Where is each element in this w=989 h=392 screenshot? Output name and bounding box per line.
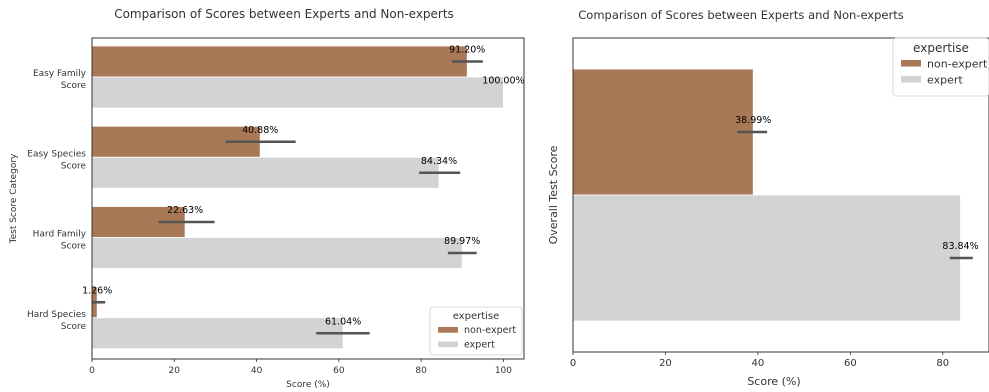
x-tick-label: 20 [659, 358, 672, 369]
bar-expert [91, 237, 463, 269]
legend: expertise non-expert expert [892, 37, 989, 97]
data-label: 61.04% [325, 316, 361, 327]
bar-expert [91, 76, 504, 109]
x-tick-label: 80 [936, 358, 949, 369]
legend-swatch [901, 60, 921, 67]
legend-item-label: expert [464, 340, 495, 351]
data-label: 83.84% [942, 241, 978, 252]
plot-frame [572, 37, 989, 353]
x-tick-label: 40 [752, 358, 765, 369]
data-label: 40.88% [242, 125, 278, 136]
chart-panel-2: Comparison of Scores between Experts and… [547, 8, 989, 388]
data-label: 100.00% [482, 76, 524, 87]
category-tick-label: Score [61, 322, 87, 332]
bar-expert [572, 194, 961, 322]
x-tick-label: 60 [333, 366, 345, 376]
legend-swatch [438, 327, 458, 333]
bar-non-expert [572, 68, 754, 196]
plot-frame [91, 37, 525, 360]
x-tick-label: 20 [169, 366, 181, 376]
legend-swatch [901, 76, 921, 83]
data-label: 89.97% [444, 236, 480, 247]
category-tick-label: Score [61, 242, 87, 252]
legend-item-label: expert [927, 73, 963, 86]
x-tick-label: 40 [251, 366, 263, 376]
data-label: 38.99% [735, 115, 771, 126]
data-label: 22.63% [167, 205, 203, 216]
x-tick-label: 60 [844, 358, 857, 369]
category-tick-label: Easy Species [27, 149, 86, 159]
x-tick-label: 100 [495, 366, 512, 376]
legend-item-label: non-expert [464, 325, 516, 336]
x-axis-label: Score (%) [747, 375, 800, 388]
data-label: 84.34% [421, 156, 457, 167]
category-tick-label: Hard Family [33, 230, 87, 240]
x-tick-label: 80 [415, 366, 427, 376]
legend-title: expertise [453, 311, 500, 322]
chart-panel-1: Comparison of Scores between Experts and… [9, 7, 525, 390]
x-tick-label: 0 [570, 358, 576, 369]
bar-expert [91, 156, 440, 189]
data-label: 1.26% [82, 285, 112, 296]
category-tick-label: Score [61, 81, 87, 91]
x-tick-label: 0 [89, 366, 95, 376]
legend-title: expertise [913, 41, 969, 55]
y-axis-label: Test Score Category [9, 153, 19, 244]
data-label: 91.20% [449, 45, 485, 56]
chart-title: Comparison of Scores between Experts and… [578, 8, 903, 22]
bar-expert [91, 317, 344, 350]
y-axis-label: Overall Test Score [547, 145, 560, 244]
legend-item-label: non-expert [927, 57, 988, 70]
bar-non-expert [91, 45, 468, 78]
category-tick-label: Score [61, 161, 87, 171]
legend: expertise non-expert expert [429, 306, 523, 356]
category-tick-label: Easy Family [33, 69, 87, 79]
chart-title: Comparison of Scores between Experts and… [114, 7, 454, 21]
category-tick-label: Hard Species [27, 310, 86, 320]
legend-swatch [438, 341, 458, 348]
x-axis-label: Score (%) [286, 380, 330, 390]
